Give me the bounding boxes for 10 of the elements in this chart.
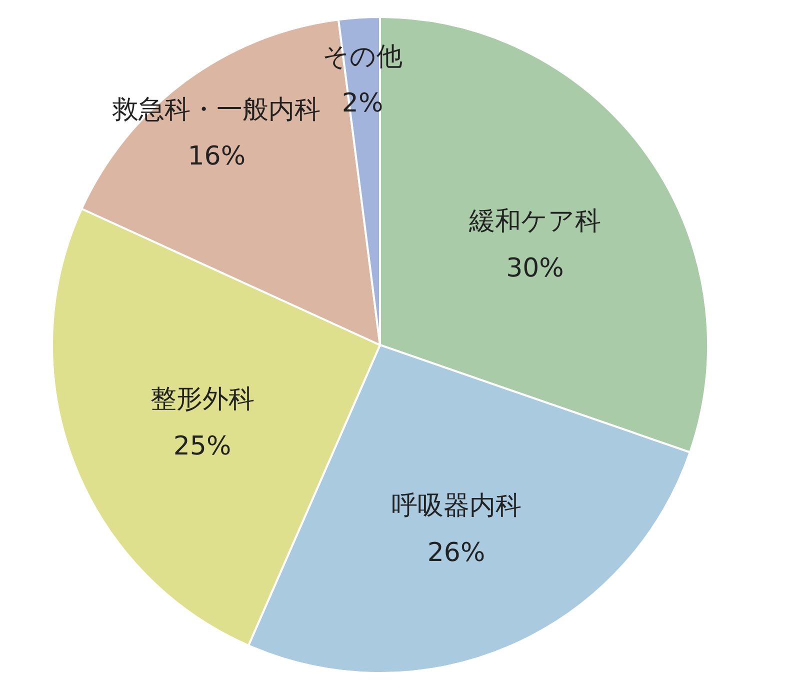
- data-label: 26%: [427, 538, 486, 568]
- data-label: 30%: [506, 253, 564, 284]
- slice-label: その他: [322, 42, 403, 72]
- slice-label: 救急科・一般内科: [112, 94, 321, 125]
- slice-label: 緩和ケア科: [468, 206, 601, 236]
- data-label: 16%: [188, 142, 246, 172]
- data-label: 2%: [342, 88, 384, 119]
- slice-label: 整形外科: [150, 384, 254, 415]
- data-label: 25%: [173, 431, 232, 462]
- slice-label: 呼吸器内科: [391, 491, 522, 522]
